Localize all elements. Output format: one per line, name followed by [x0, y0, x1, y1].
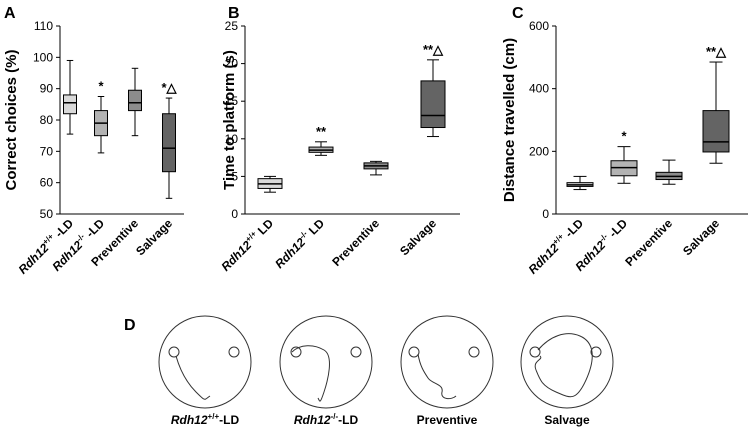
y-tick-label: 5 — [231, 169, 238, 183]
x-tick-label: Salvage — [133, 216, 175, 258]
box — [420, 80, 446, 129]
trajectory-label: Rdh12-/--LD — [294, 412, 359, 427]
pool — [279, 315, 373, 409]
box — [63, 94, 77, 115]
platform — [529, 346, 541, 358]
box — [128, 89, 142, 112]
y-tick-label: 70 — [40, 144, 54, 158]
panel-label: D — [124, 317, 136, 334]
platform — [168, 346, 180, 358]
pool — [400, 315, 494, 409]
platform — [350, 346, 362, 358]
significance: **△ — [423, 42, 444, 57]
platform — [228, 346, 240, 358]
swim-path — [534, 333, 593, 398]
trajectories — [158, 315, 614, 409]
y-tick-label: 110 — [34, 19, 53, 33]
y-tick-label: 0 — [231, 207, 238, 221]
x-tick-label: Rdh12-/- LD — [272, 215, 328, 271]
swim-path — [175, 355, 211, 400]
platform — [290, 346, 302, 358]
y-tick-label: 90 — [40, 82, 54, 96]
y-tick-label: 600 — [529, 19, 549, 33]
y-tick-label: 60 — [40, 176, 54, 190]
swim-path — [417, 353, 457, 400]
platform — [468, 346, 480, 358]
y-axis-label: Correct choices (%) — [3, 50, 20, 191]
swim-path — [291, 345, 330, 402]
platform — [408, 346, 420, 358]
box — [702, 110, 730, 153]
y-tick-label: 80 — [40, 113, 54, 127]
y-tick-label: 400 — [529, 82, 549, 96]
panel-label: C — [512, 5, 524, 22]
y-axis-label: Time to platform (s) — [221, 50, 238, 190]
platform — [590, 346, 602, 358]
significance: * — [621, 129, 627, 144]
y-tick-label: 10 — [225, 132, 239, 146]
y-tick-label: 50 — [40, 207, 54, 221]
trajectory-label: Preventive — [417, 413, 478, 427]
x-tick-label: Salvage — [680, 216, 722, 258]
x-tick-label: Salvage — [397, 216, 439, 258]
panel-label: B — [228, 5, 240, 22]
y-tick-label: 15 — [225, 94, 239, 108]
trajectory-label: Salvage — [544, 413, 590, 427]
y-axis-label: Distance travelled (cm) — [501, 38, 518, 202]
significance: ** — [316, 124, 327, 139]
y-tick-label: 0 — [542, 207, 549, 221]
y-tick-label: 20 — [225, 57, 239, 71]
x-tick-label: Rdh12+/+ LD — [218, 215, 277, 274]
significance: * — [98, 79, 104, 94]
y-tick-label: 25 — [225, 19, 239, 33]
y-tick-label: 100 — [33, 50, 53, 64]
significance: *△ — [161, 80, 177, 95]
x-tick-label: Preventive — [622, 216, 675, 269]
trajectory-label: Rdh12+/+-LD — [171, 412, 240, 427]
pool — [520, 315, 614, 409]
box — [162, 113, 176, 173]
panel-label: A — [4, 5, 16, 22]
y-tick-label: 200 — [529, 144, 549, 158]
pool — [158, 315, 252, 409]
x-tick-label: Preventive — [329, 216, 382, 269]
significance: **△ — [706, 44, 727, 59]
